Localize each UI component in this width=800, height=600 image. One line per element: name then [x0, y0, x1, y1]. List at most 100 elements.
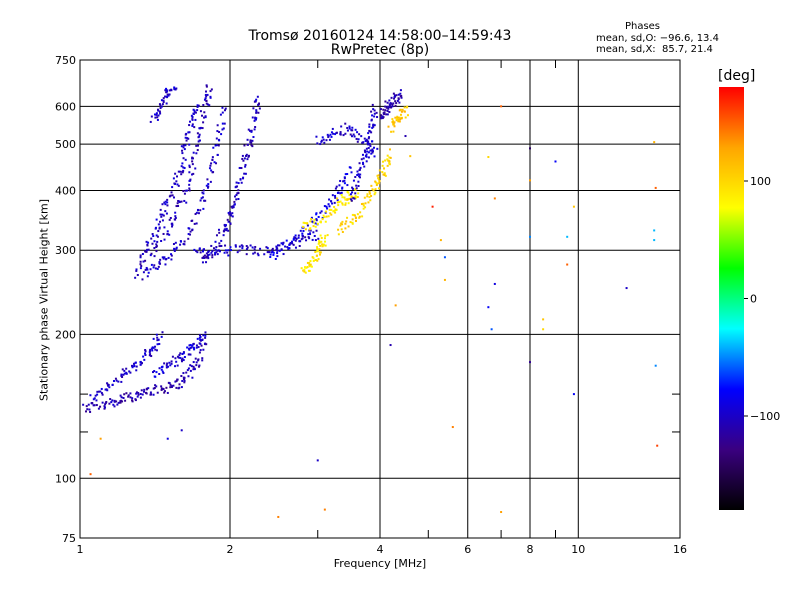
data-point [358, 175, 361, 178]
data-point [182, 146, 185, 149]
data-point [331, 202, 334, 205]
x-tick-label: 10 [571, 543, 585, 556]
data-point [171, 186, 174, 189]
data-point [339, 179, 342, 182]
data-point [191, 376, 194, 379]
data-point [120, 374, 123, 377]
data-point [189, 233, 192, 236]
data-point [388, 162, 391, 165]
data-point [331, 127, 334, 130]
data-point [145, 391, 148, 394]
data-point [197, 208, 200, 211]
data-point [167, 94, 170, 97]
data-point [195, 361, 198, 364]
data-point [137, 391, 140, 394]
data-point [366, 195, 369, 198]
data-point [182, 372, 185, 375]
data-point [217, 228, 220, 231]
stats-x-line: mean, sd,X: 85.7, 21.4 [596, 44, 713, 55]
data-point [380, 114, 383, 117]
data-point [308, 261, 311, 264]
data-point [364, 140, 367, 143]
data-point [139, 254, 142, 257]
data-point [234, 244, 237, 247]
data-point [173, 196, 176, 199]
colorbar-tick-label: 100 [750, 175, 771, 188]
data-point [213, 161, 216, 164]
data-point [199, 110, 202, 113]
data-point [204, 334, 207, 337]
data-point [152, 371, 155, 374]
data-point [317, 258, 320, 261]
data-point [149, 348, 152, 351]
data-point [230, 214, 233, 217]
data-point [159, 104, 162, 107]
data-point [381, 164, 384, 167]
data-point [188, 187, 191, 190]
data-point [147, 241, 150, 244]
data-point [216, 130, 219, 133]
data-point [182, 144, 185, 147]
data-point [319, 234, 322, 237]
data-point [325, 210, 328, 213]
data-point [175, 360, 178, 363]
data-point [364, 206, 367, 209]
data-point [182, 352, 185, 355]
data-point [257, 254, 260, 257]
data-point [342, 134, 345, 137]
data-point [94, 394, 97, 397]
data-point [285, 239, 288, 242]
data-point [350, 199, 353, 202]
data-point [243, 157, 246, 160]
data-point [222, 234, 225, 237]
data-point [354, 196, 357, 199]
data-point [344, 132, 347, 135]
data-point [343, 177, 346, 180]
data-point [167, 365, 170, 368]
data-point [175, 379, 178, 382]
data-point [163, 390, 166, 393]
data-point [343, 196, 346, 199]
data-point [272, 251, 275, 254]
data-point [406, 114, 409, 117]
data-point [152, 387, 155, 390]
data-point [375, 184, 378, 187]
data-point [160, 240, 163, 243]
data-point [403, 106, 406, 109]
data-point [187, 375, 190, 378]
data-point [236, 192, 239, 195]
data-point [205, 85, 208, 88]
data-point [140, 362, 143, 365]
data-point [367, 142, 370, 145]
data-point [195, 152, 198, 155]
data-point [323, 141, 326, 144]
data-point [195, 346, 198, 349]
colorbar-gradient [719, 87, 744, 510]
data-point [254, 116, 257, 119]
data-point [307, 269, 310, 272]
data-point [154, 267, 157, 270]
data-point [358, 162, 361, 165]
data-point [247, 154, 250, 157]
data-point [384, 109, 387, 112]
data-point [344, 222, 347, 225]
data-point [653, 141, 656, 144]
data-point [174, 88, 177, 91]
data-point [164, 200, 167, 203]
data-point [344, 122, 347, 125]
data-point [198, 139, 201, 142]
data-point [244, 172, 247, 175]
data-point [236, 185, 239, 188]
data-point [252, 252, 255, 255]
data-point [354, 128, 357, 131]
data-point [334, 187, 337, 190]
data-point [218, 250, 221, 253]
data-point [224, 244, 227, 247]
data-point [378, 169, 381, 172]
data-point [386, 158, 389, 161]
data-point [237, 182, 240, 185]
data-point [136, 395, 139, 398]
data-point [191, 156, 194, 159]
data-point [326, 234, 329, 237]
data-point [154, 226, 157, 229]
